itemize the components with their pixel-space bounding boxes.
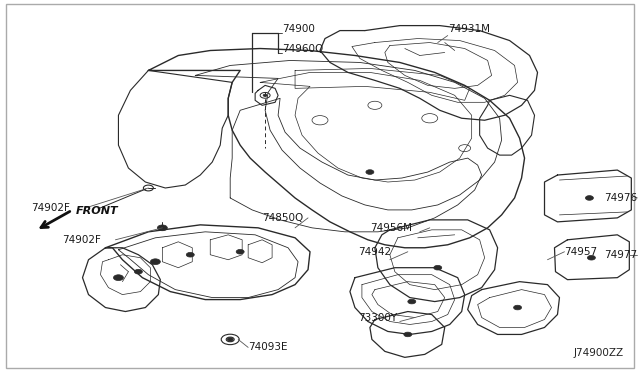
- Circle shape: [227, 338, 233, 341]
- Text: 74957: 74957: [564, 247, 598, 257]
- Text: 74960Q: 74960Q: [282, 44, 323, 54]
- Text: FRONT: FRONT: [76, 206, 118, 216]
- Text: 74902F: 74902F: [31, 203, 70, 213]
- Circle shape: [434, 265, 442, 270]
- Circle shape: [588, 256, 595, 260]
- Text: 74977: 74977: [604, 250, 637, 260]
- Circle shape: [113, 275, 124, 280]
- Circle shape: [157, 225, 167, 231]
- Text: 74956M: 74956M: [370, 223, 412, 233]
- Text: 74093E: 74093E: [248, 342, 287, 352]
- Text: 74900: 74900: [282, 23, 315, 33]
- Circle shape: [513, 305, 522, 310]
- Circle shape: [263, 94, 267, 96]
- Circle shape: [366, 170, 374, 174]
- Circle shape: [236, 250, 244, 254]
- Text: 74850Q: 74850Q: [262, 213, 303, 223]
- Circle shape: [408, 299, 416, 304]
- Circle shape: [586, 196, 593, 200]
- Text: 74942: 74942: [358, 247, 391, 257]
- Text: 73300Y: 73300Y: [358, 312, 397, 323]
- Circle shape: [150, 259, 161, 264]
- Circle shape: [186, 253, 195, 257]
- Text: J74900ZZ: J74900ZZ: [573, 348, 623, 358]
- Circle shape: [134, 269, 142, 274]
- Text: 74976: 74976: [604, 193, 637, 203]
- Text: 74931M: 74931M: [448, 23, 490, 33]
- Circle shape: [404, 332, 412, 337]
- Text: 74902F: 74902F: [63, 235, 101, 245]
